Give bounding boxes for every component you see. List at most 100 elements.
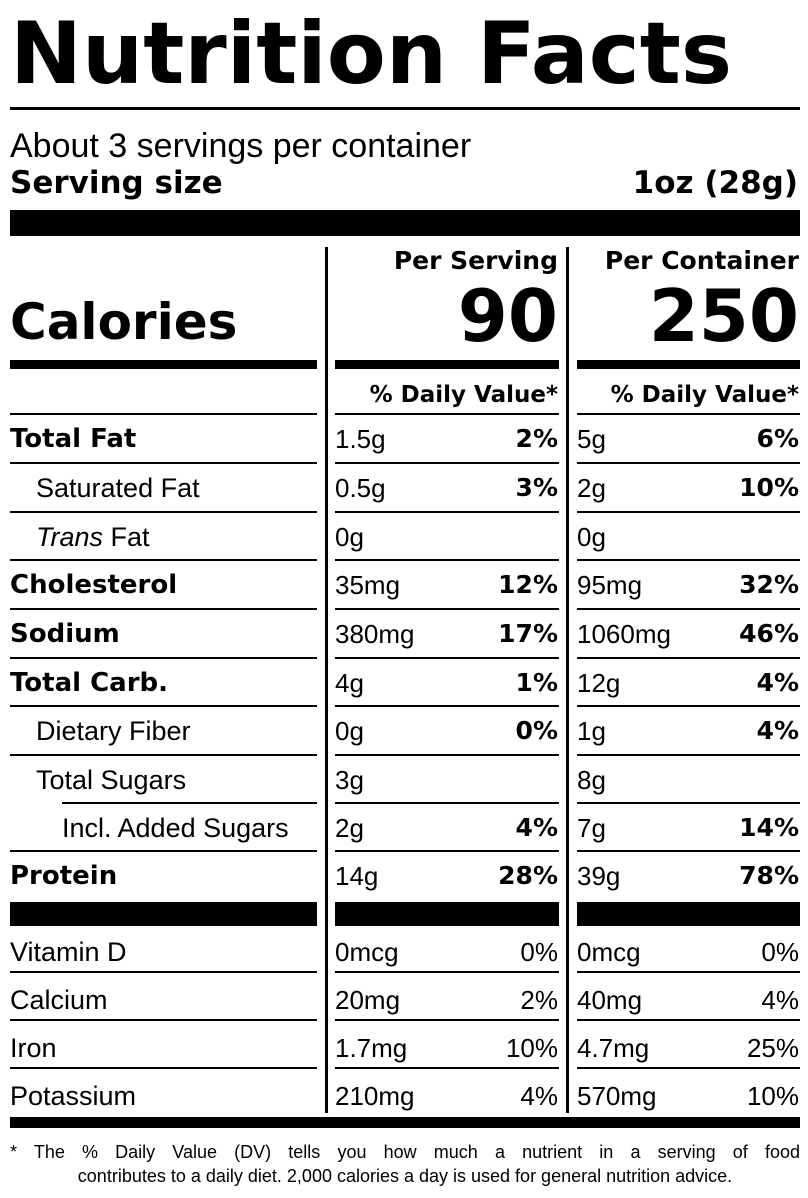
serving-amount: 210mg <box>335 1081 415 1111</box>
row-divider <box>62 802 317 804</box>
container-amount: 0g <box>577 522 606 552</box>
footnote-line-1: * The % Daily Value (DV) tells you how m… <box>10 1142 800 1162</box>
vitamin-bar-left <box>10 902 317 926</box>
serving-amount: 1.7mg <box>335 1033 408 1063</box>
calories-per-serving: 90 <box>457 274 558 358</box>
serving-daily-value: 0% <box>515 716 558 745</box>
serving-daily-value: 17% <box>498 619 558 648</box>
serving-daily-value: 3% <box>515 473 558 502</box>
row-divider <box>335 850 559 852</box>
container-daily-value: 0% <box>761 937 799 967</box>
row-divider <box>577 850 800 852</box>
serving-size-label: Serving size <box>10 165 223 201</box>
row-divider <box>577 657 800 659</box>
nutrient-label: Total Fat <box>10 424 137 454</box>
nutrient-label: Total Carb. <box>10 668 169 698</box>
row-divider <box>10 511 317 513</box>
row-divider <box>577 413 800 415</box>
serving-daily-value: 28% <box>498 861 558 890</box>
nutrient-label: Protein <box>10 861 118 891</box>
container-amount: 7g <box>577 813 606 843</box>
serving-daily-value: 0% <box>520 937 558 967</box>
serving-size-value: 1oz (28g) <box>632 165 798 201</box>
row-divider <box>10 1067 317 1069</box>
nutrient-label-italic: Trans <box>36 522 104 552</box>
servings-per-container: About 3 servings per container <box>10 127 472 165</box>
row-divider <box>10 413 317 415</box>
container-daily-value: 10% <box>739 473 799 502</box>
nutrient-label: Sodium <box>10 619 120 649</box>
row-divider <box>10 608 317 610</box>
row-divider <box>335 413 559 415</box>
container-amount: 1060mg <box>577 619 671 649</box>
nutrient-label: Saturated Fat <box>36 473 200 503</box>
row-divider <box>577 1019 800 1021</box>
serving-daily-value: 12% <box>498 570 558 599</box>
container-amount: 5g <box>577 424 606 454</box>
container-daily-value: 46% <box>739 619 799 648</box>
per-container-header: Per Container <box>604 246 799 275</box>
nutrient-label: Trans Fat <box>36 517 150 557</box>
nutrient-label: Vitamin D <box>10 937 127 967</box>
nutrient-label: Potassium <box>10 1081 137 1111</box>
serving-daily-value: 2% <box>515 424 558 453</box>
serving-amount: 20mg <box>335 985 401 1015</box>
row-divider <box>577 754 800 756</box>
row-divider <box>335 705 559 707</box>
row-divider <box>577 971 800 973</box>
calories-label: Calories <box>10 293 238 351</box>
container-daily-value: 10% <box>746 1081 799 1111</box>
container-amount: 2g <box>577 473 606 503</box>
daily-value-footnote: * The % Daily Value (DV) tells you how m… <box>10 1140 800 1188</box>
container-amount: 4.7mg <box>577 1033 650 1063</box>
container-daily-value: 25% <box>746 1033 799 1063</box>
serving-daily-value: 1% <box>515 668 558 697</box>
daily-value-header-container: % Daily Value* <box>610 382 799 408</box>
row-divider <box>10 754 317 756</box>
footnote-divider <box>10 1117 800 1128</box>
serving-amount: 2g <box>335 813 364 843</box>
serving-daily-value: 2% <box>520 985 558 1015</box>
row-divider <box>577 1067 800 1069</box>
nutrient-label-rest: Fat <box>103 522 150 552</box>
row-divider <box>577 608 800 610</box>
serving-thick-divider <box>10 210 800 236</box>
nutrient-label: Dietary Fiber <box>36 716 191 746</box>
nutrient-label: Iron <box>10 1033 57 1063</box>
label-title: Nutrition Facts <box>10 4 733 104</box>
row-divider <box>335 657 559 659</box>
row-divider <box>10 559 317 561</box>
calories-bar-right <box>577 360 800 369</box>
row-divider <box>335 511 559 513</box>
container-daily-value: 4% <box>756 716 799 745</box>
serving-amount: 3g <box>335 765 364 795</box>
serving-amount: 0mcg <box>335 937 399 967</box>
row-divider <box>577 511 800 513</box>
serving-amount: 35mg <box>335 570 401 600</box>
row-divider <box>10 971 317 973</box>
container-amount: 570mg <box>577 1081 657 1111</box>
container-daily-value: 32% <box>739 570 799 599</box>
serving-daily-value: 10% <box>505 1033 558 1063</box>
row-divider <box>10 1019 317 1021</box>
serving-daily-value: 4% <box>515 813 558 842</box>
serving-amount: 4g <box>335 668 364 698</box>
calories-bar-left <box>10 360 317 369</box>
container-daily-value: 78% <box>739 861 799 890</box>
container-amount: 12g <box>577 668 621 698</box>
serving-amount: 1.5g <box>335 424 386 454</box>
nutrient-label: Total Sugars <box>36 765 187 795</box>
row-divider <box>335 1067 559 1069</box>
title-divider <box>10 107 800 110</box>
daily-value-header-serving: % Daily Value* <box>369 382 558 408</box>
per-serving-header: Per Serving <box>393 246 558 275</box>
row-divider <box>335 1019 559 1021</box>
serving-amount: 380mg <box>335 619 415 649</box>
container-amount: 0mcg <box>577 937 641 967</box>
serving-daily-value: 4% <box>520 1081 558 1111</box>
row-divider <box>577 559 800 561</box>
row-divider <box>335 608 559 610</box>
nutrient-label: Calcium <box>10 985 108 1015</box>
row-divider <box>10 462 317 464</box>
container-amount: 1g <box>577 716 606 746</box>
